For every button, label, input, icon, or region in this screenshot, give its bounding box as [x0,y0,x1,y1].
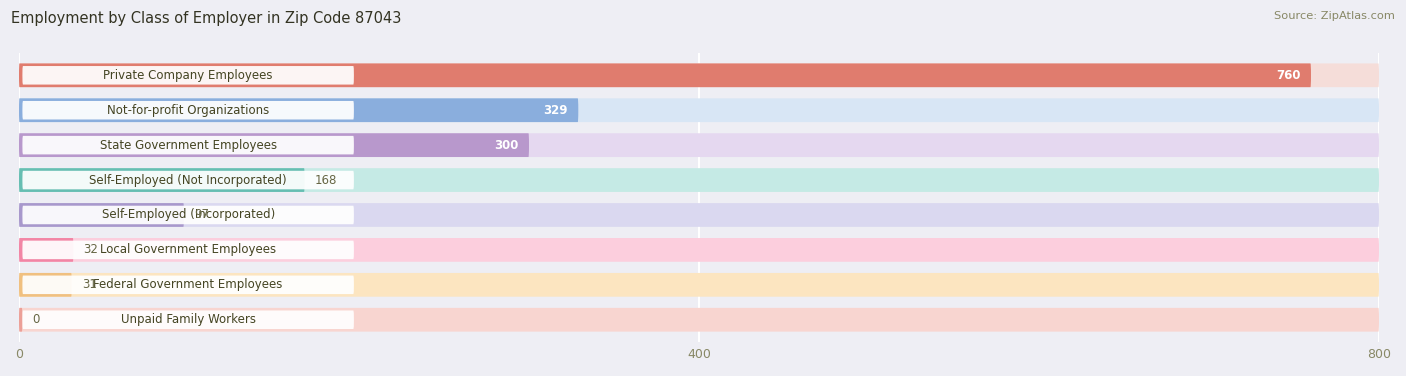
Text: 300: 300 [495,139,519,152]
Text: 760: 760 [1277,69,1301,82]
Text: Self-Employed (Not Incorporated): Self-Employed (Not Incorporated) [90,174,287,186]
FancyBboxPatch shape [20,133,1379,157]
FancyBboxPatch shape [22,101,354,120]
FancyBboxPatch shape [20,308,1379,332]
FancyBboxPatch shape [20,308,22,332]
FancyBboxPatch shape [20,64,1379,87]
FancyBboxPatch shape [20,99,578,122]
FancyBboxPatch shape [20,273,1379,297]
Text: Self-Employed (Incorporated): Self-Employed (Incorporated) [101,208,274,221]
FancyBboxPatch shape [22,136,354,155]
FancyBboxPatch shape [20,133,529,157]
FancyBboxPatch shape [22,276,354,294]
FancyBboxPatch shape [20,203,1379,227]
Text: Source: ZipAtlas.com: Source: ZipAtlas.com [1274,11,1395,21]
FancyBboxPatch shape [22,171,354,190]
Text: 97: 97 [194,208,209,221]
FancyBboxPatch shape [20,64,1310,87]
FancyBboxPatch shape [20,238,73,262]
FancyBboxPatch shape [20,168,1379,192]
Text: State Government Employees: State Government Employees [100,139,277,152]
FancyBboxPatch shape [22,206,354,224]
FancyBboxPatch shape [22,241,354,259]
Text: Private Company Employees: Private Company Employees [104,69,273,82]
FancyBboxPatch shape [20,273,72,297]
FancyBboxPatch shape [20,99,1379,122]
Text: Not-for-profit Organizations: Not-for-profit Organizations [107,104,270,117]
Text: Unpaid Family Workers: Unpaid Family Workers [121,313,256,326]
FancyBboxPatch shape [22,66,354,85]
FancyBboxPatch shape [20,203,184,227]
Text: 329: 329 [544,104,568,117]
Text: 168: 168 [315,174,337,186]
FancyBboxPatch shape [20,168,305,192]
Text: 0: 0 [32,313,39,326]
Text: Federal Government Employees: Federal Government Employees [93,278,283,291]
Text: 32: 32 [83,243,98,256]
FancyBboxPatch shape [22,311,354,329]
Text: Employment by Class of Employer in Zip Code 87043: Employment by Class of Employer in Zip C… [11,11,402,26]
FancyBboxPatch shape [20,238,1379,262]
Text: Local Government Employees: Local Government Employees [100,243,276,256]
Text: 31: 31 [82,278,97,291]
